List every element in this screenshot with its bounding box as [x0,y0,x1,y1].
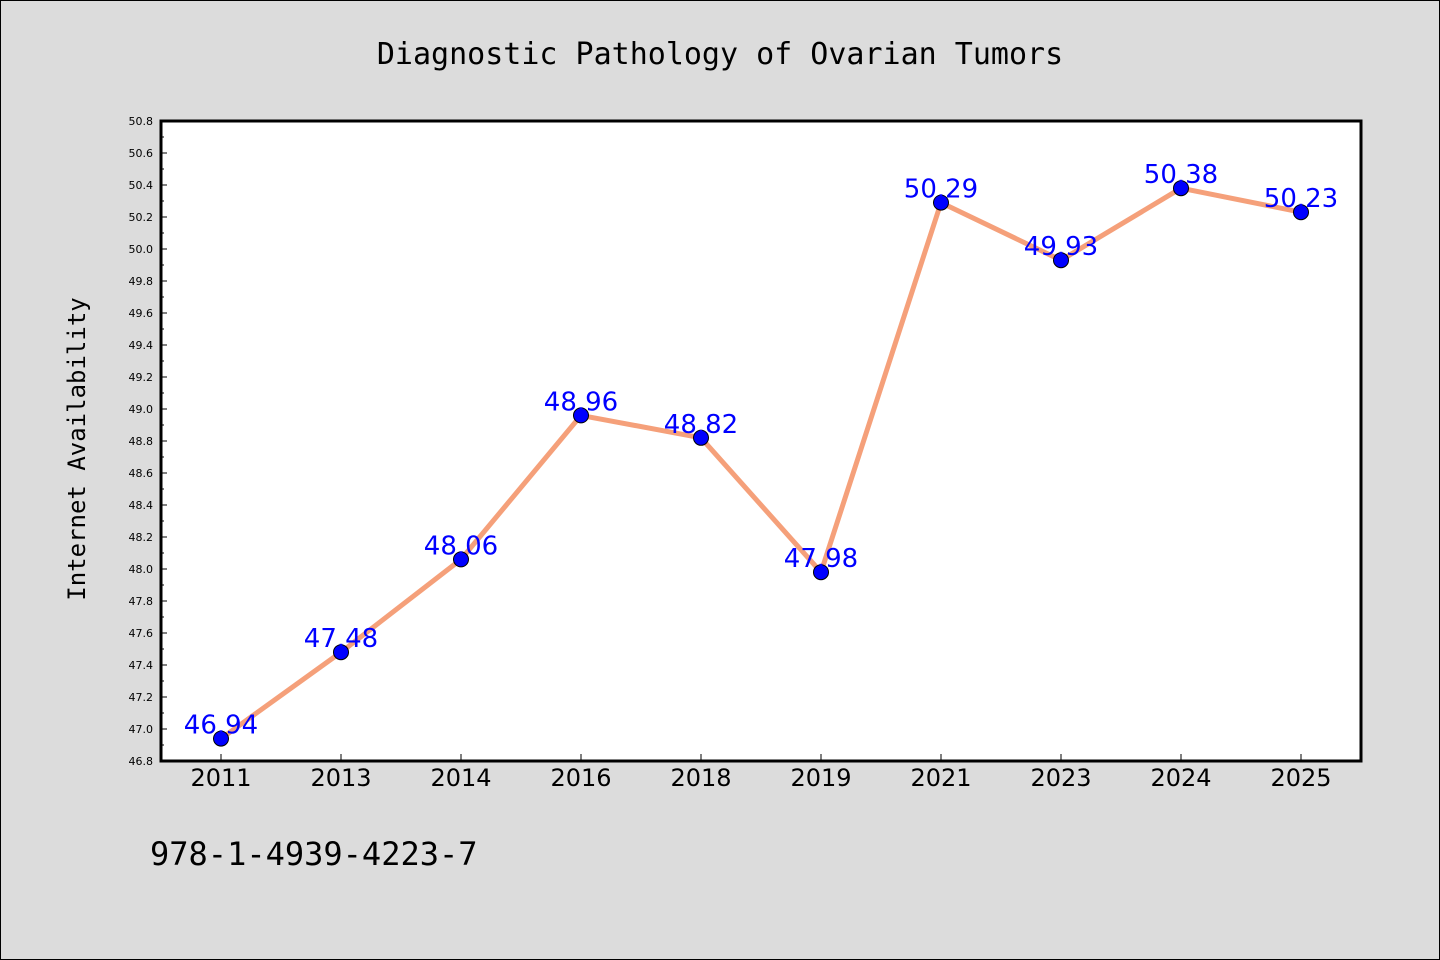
data-labels-group: 46.94 47.48 48.06 48.96 48.82 47.98 50.29 49.93… [184,160,1338,740]
x-tick-label: 2025 [1270,764,1331,792]
data-label: 47.98 [784,544,858,574]
y-tick-label: 48.4 [129,499,154,512]
data-point [213,730,229,747]
x-tick-label: 2016 [550,764,611,792]
y-tick-label: 49.2 [129,371,154,384]
y-tick-label: 50.8 [129,115,154,128]
y-tick-label: 50.4 [129,179,154,192]
y-axis-ticks: 46.8 47.0 47.2 47.4 47.6 47.8 48.0 48.2 48.4 48.6… [129,115,167,768]
data-label: 50.23 [1264,184,1338,214]
x-tick-label: 2014 [430,764,491,792]
data-label: 49.93 [1024,232,1098,262]
y-tick-label: 47.8 [129,595,154,608]
chart-title: Diagnostic Pathology of Ovarian Tumors [377,37,1063,72]
y-tick-label: 48.8 [129,435,154,448]
y-tick-label: 47.2 [129,691,154,704]
series-line-group [213,180,1309,747]
data-label: 50.38 [1144,160,1218,190]
y-tick-label: 50.6 [129,147,154,160]
x-axis-ticks: 2011 2013 2014 2016 2018 2019 2021 2023 2024 2025 [190,754,1332,792]
x-tick-label: 2019 [790,764,851,792]
y-tick-label: 50.0 [129,243,154,256]
plot-area [159,119,1363,763]
data-point [1053,252,1069,269]
y-axis-label: Internet Availability [63,297,91,600]
y-tick-label: 48.2 [129,531,154,544]
y-tick-label: 47.0 [129,723,154,736]
y-tick-label: 49.6 [129,307,154,320]
y-tick-label: 48.0 [129,563,154,576]
data-point [693,429,709,446]
x-tick-label: 2013 [310,764,371,792]
x-tick-label: 2024 [1150,764,1211,792]
y-tick-label: 49.0 [129,403,154,416]
y-tick-label: 46.8 [129,755,154,768]
x-tick-label: 2011 [190,764,251,792]
data-label: 50.29 [904,175,978,205]
data-label: 48.82 [664,410,738,440]
y-tick-label: 50.2 [129,211,154,224]
y-tick-label: 47.6 [129,627,154,640]
y-tick-label: 47.4 [129,659,154,672]
y-tick-label: 48.6 [129,467,154,480]
data-label: 48.06 [424,531,498,561]
x-tick-label: 2021 [910,764,971,792]
x-tick-label: 2018 [670,764,731,792]
data-point [933,194,949,211]
data-point [453,551,469,568]
data-point [1293,204,1309,221]
data-point [573,407,589,424]
series-line [219,185,1302,741]
data-label: 47.48 [304,624,378,654]
data-point [813,564,829,581]
y-tick-label: 49.8 [129,275,154,288]
data-point [1173,180,1189,197]
isbn-footnote: 978-1-4939-4223-7 [150,835,478,873]
x-tick-label: 2023 [1030,764,1091,792]
data-label: 48.96 [544,387,618,417]
y-tick-label: 49.4 [129,339,154,352]
data-label: 46.94 [184,711,258,741]
data-point [333,644,349,661]
